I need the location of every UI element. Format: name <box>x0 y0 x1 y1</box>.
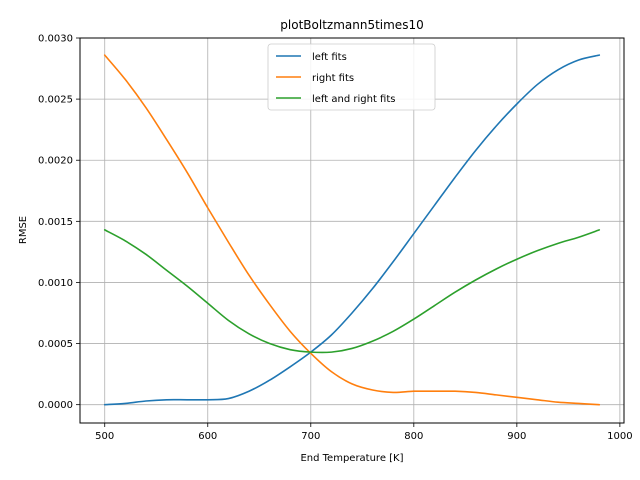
legend-label-2: right fits <box>312 73 354 84</box>
y-axis-label: RMSE <box>18 216 29 244</box>
plot-frame <box>79 37 625 424</box>
legend: left fits right fits left and right fits <box>267 43 436 111</box>
legend-box <box>267 43 436 111</box>
legend-label-3: left and right fits <box>312 94 395 105</box>
x-tick-label: 700 <box>301 431 320 442</box>
x-tick-label: 500 <box>95 431 114 442</box>
x-axis-label: End Temperature [K] <box>300 453 403 464</box>
series-line-2 <box>103 54 601 406</box>
y-tick-label: 0.0005 <box>38 339 73 350</box>
x-tick-label: 900 <box>507 431 526 442</box>
series-line-3 <box>103 229 601 354</box>
x-tick-label: 800 <box>404 431 423 442</box>
series-line-1 <box>103 54 601 406</box>
x-axis-ticks: 500 600 700 800 900 1000 <box>95 423 633 442</box>
x-tick-label: 600 <box>198 431 217 442</box>
series-layer <box>103 54 601 406</box>
legend-label-1: left fits <box>312 52 347 63</box>
y-tick-label: 0.0015 <box>38 217 73 228</box>
y-tick-label: 0.0030 <box>38 34 73 45</box>
x-tick-label: 1000 <box>607 431 632 442</box>
chart-title: plotBoltzmann5times10 <box>280 18 423 32</box>
y-tick-label: 0.0000 <box>38 400 73 411</box>
y-axis-ticks: 0.0000 0.0005 0.0010 0.0015 0.0020 0.0025 0.00… <box>38 34 80 411</box>
y-tick-label: 0.0010 <box>38 278 73 289</box>
y-tick-label: 0.0025 <box>38 95 73 106</box>
y-tick-label: 0.0020 <box>38 156 73 167</box>
